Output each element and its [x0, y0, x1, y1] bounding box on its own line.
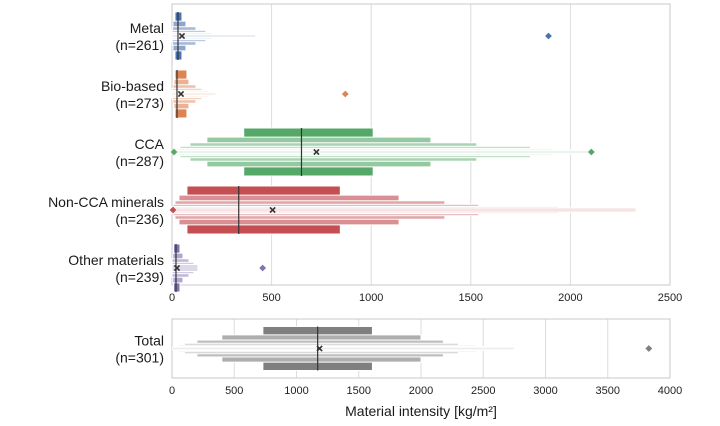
plot-frame [171, 318, 671, 379]
category-label: Other materials [68, 252, 164, 268]
mean-marker [177, 90, 185, 98]
x-tick-label: 2500 [658, 292, 682, 304]
outlier-point [170, 148, 178, 156]
outlier-point [341, 90, 349, 98]
x-tick-label: 3000 [533, 385, 557, 397]
mean-marker [313, 148, 320, 156]
mean-marker [316, 345, 323, 352]
mean-marker-stroke [269, 206, 276, 214]
series-2: Bio-based(n=273) [101, 69, 349, 119]
outlier-point [645, 345, 653, 352]
series-1: Metal(n=261) [115, 11, 552, 61]
x-tick-label: 4000 [658, 385, 682, 397]
x-tick-label: 0 [169, 385, 175, 397]
boxen-level-5 [171, 263, 199, 273]
boxen-level-7 [171, 34, 257, 38]
x-tick-label: 500 [225, 385, 243, 397]
x-tick-label: 0 [169, 292, 175, 304]
category-count-label: (n=236) [115, 211, 164, 227]
category-count-label: (n=261) [115, 37, 164, 53]
x-tick-label: 3500 [596, 385, 620, 397]
category-count-label: (n=287) [115, 153, 164, 169]
outlier-point [587, 148, 595, 156]
mean-marker-stroke [177, 90, 185, 98]
mean-marker-stroke [316, 345, 323, 352]
mean-marker [173, 264, 181, 272]
category-label: Total [134, 333, 164, 349]
plot-frame [171, 3, 671, 286]
outlier-point [169, 206, 177, 214]
series-1: Total(n=301) [115, 326, 653, 371]
series-5: Other materials(n=239) [68, 243, 267, 293]
series-4: Non-CCA minerals(n=236) [48, 185, 637, 235]
x-tick-label: 1000 [359, 292, 383, 304]
boxen-level-6 [171, 207, 637, 213]
boxen-level-7 [171, 92, 217, 96]
x-tick-label: 500 [262, 292, 280, 304]
category-count-label: (n=273) [115, 95, 164, 111]
x-tick-label: 1000 [284, 385, 308, 397]
category-count-label: (n=239) [115, 269, 164, 285]
x-tick-label: 2500 [471, 385, 495, 397]
mean-marker-stroke [173, 264, 181, 272]
x-axis-title: Material intensity [kg/m²] [345, 403, 497, 419]
category-label: Metal [130, 20, 164, 36]
boxen-level-7 [172, 346, 515, 351]
mean-marker-stroke [313, 148, 320, 156]
x-tick-label: 2000 [409, 385, 433, 397]
outlier-point [259, 264, 267, 272]
category-label: Non-CCA minerals [48, 194, 164, 210]
mean-marker [178, 32, 186, 40]
x-tick-label: 2000 [558, 292, 582, 304]
series-3: CCA(n=287) [115, 127, 595, 177]
mean-marker-stroke [178, 32, 186, 40]
x-tick-label: 1500 [347, 385, 371, 397]
mean-marker [269, 206, 276, 214]
chart-panel-1: 0 500 1000 1500 2000 2500 Metal(n=261) Bio-base… [48, 3, 682, 304]
category-label: CCA [134, 136, 164, 152]
category-count-label: (n=301) [115, 350, 164, 366]
outlier-point [545, 32, 552, 40]
chart-panel-2: 0 500 1000 1500 2000 2500 3000 3500 4000 Total(n=… [115, 318, 682, 419]
boxen-level-7 [171, 150, 589, 154]
category-label: Bio-based [101, 78, 164, 94]
x-tick-label: 1500 [459, 292, 483, 304]
